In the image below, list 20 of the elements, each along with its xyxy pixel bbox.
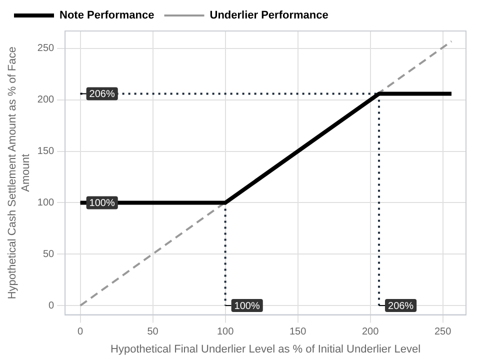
y-tick-label: 50: [42, 248, 55, 260]
x-tick-label: 0: [78, 326, 84, 338]
x-tick-label: 200: [362, 326, 380, 338]
x-tick-label: 250: [434, 326, 452, 338]
y-axis-title: Hypothetical Cash Settlement Amount as % of Face Amount: [6, 46, 32, 300]
y-tick-label: 150: [37, 146, 55, 158]
annotation: 206%: [388, 300, 414, 312]
y-tick-label: 250: [37, 43, 55, 54]
x-tick-label: 150: [289, 326, 307, 338]
y-tick-label: 0: [48, 300, 55, 312]
x-tick-label: 100: [216, 326, 234, 338]
annotation: 206%: [89, 88, 115, 100]
x-axis-title: Hypothetical Final Underlier Level as % of Initial Underlier Level: [110, 343, 421, 356]
x-tick-label: 50: [147, 326, 159, 338]
y-tick-label: 100: [37, 197, 55, 208]
legend-label: Note Performance: [60, 10, 154, 22]
annotation: 100%: [89, 198, 115, 209]
legend-label: Underlier Performance: [210, 10, 328, 22]
annotation: 100%: [234, 300, 260, 312]
y-tick-label: 200: [37, 94, 55, 106]
